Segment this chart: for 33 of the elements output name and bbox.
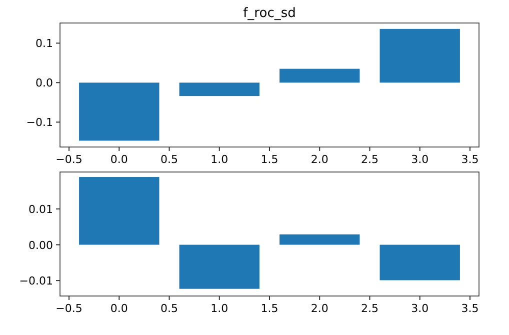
x-tick-label: 2.0 bbox=[310, 153, 328, 166]
y-tick-label: 0.01 bbox=[28, 202, 53, 216]
x-tick-label: −0.5 bbox=[56, 153, 82, 166]
bar bbox=[79, 82, 160, 141]
chart-title: f_roc_sd bbox=[243, 6, 296, 21]
y-tick-label: −0.1 bbox=[26, 116, 53, 130]
bar bbox=[179, 244, 260, 289]
bar bbox=[280, 234, 360, 245]
x-tick-label: −0.5 bbox=[56, 302, 82, 315]
x-tick-label: 0.0 bbox=[110, 302, 128, 315]
y-tick-label: 0.0 bbox=[36, 76, 53, 90]
bar bbox=[380, 28, 460, 83]
y-tick-label: 0.1 bbox=[36, 37, 53, 50]
x-tick-label: 3.5 bbox=[461, 302, 479, 315]
x-tick-label: 0.0 bbox=[110, 153, 128, 166]
x-tick-label: 3.0 bbox=[411, 302, 429, 315]
x-tick-label: 1.0 bbox=[210, 153, 228, 166]
bar bbox=[280, 68, 360, 83]
bar bbox=[179, 82, 260, 96]
y-tick-label: −0.01 bbox=[19, 274, 53, 288]
x-tick-label: 1.0 bbox=[210, 302, 228, 315]
x-tick-label: 3.0 bbox=[411, 153, 429, 166]
x-tick-label: 1.5 bbox=[260, 153, 278, 166]
x-tick-label: 2.5 bbox=[360, 302, 378, 315]
x-tick-label: 0.5 bbox=[160, 153, 178, 166]
x-tick-label: 2.5 bbox=[360, 153, 378, 166]
y-tick-label: 0.00 bbox=[28, 238, 53, 252]
x-tick-label: 1.5 bbox=[260, 302, 278, 315]
x-tick-label: 3.5 bbox=[461, 153, 479, 166]
x-tick-label: 0.5 bbox=[160, 302, 178, 315]
bar bbox=[79, 177, 160, 245]
bar bbox=[380, 244, 460, 280]
x-tick-label: 2.0 bbox=[310, 302, 328, 315]
